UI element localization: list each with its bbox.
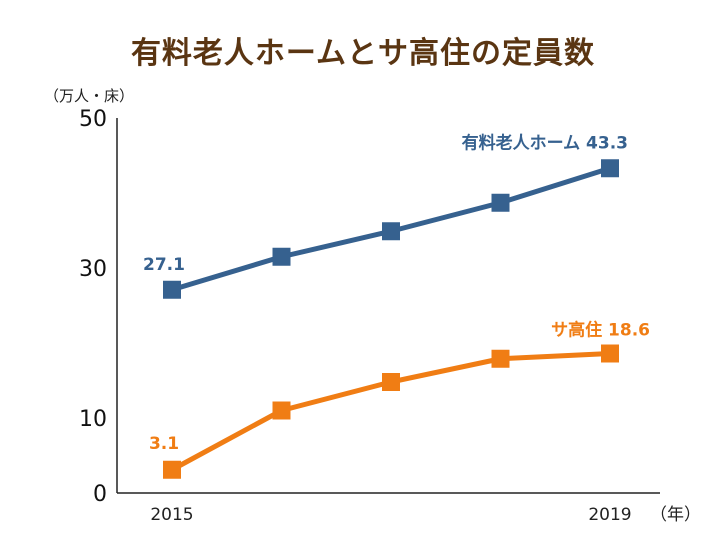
sakoju-series-line (170, 351, 611, 472)
sakoju-data-point (601, 344, 619, 363)
y-tick-label: 50 (79, 107, 107, 132)
series-group: 27.1 有料老人ホーム 43.3 3.1 サ高住 18.6 (143, 132, 650, 479)
chart-title: 有料老人ホームとサ高住の定員数 (130, 36, 596, 71)
x-tick-group: 2015 2019 (150, 505, 631, 525)
sakoju-data-point (491, 349, 510, 368)
sakoju-start-value-label: 3.1 (149, 434, 179, 454)
x-unit-label: （年） (650, 505, 701, 525)
sakoju-data-point (272, 401, 291, 420)
y-tick-label: 0 (93, 482, 107, 507)
home-end-value-label: 有料老人ホーム 43.3 (462, 132, 628, 153)
y-tick-label: 10 (79, 407, 107, 432)
sakoju-data-point (382, 373, 400, 391)
home-data-point (491, 193, 510, 212)
home-data-point (272, 247, 291, 266)
home-data-point (163, 280, 181, 299)
y-unit-label: （万人・床） (44, 87, 134, 105)
x-tick-label: 2015 (150, 505, 193, 525)
y-tick-group: 0 10 30 50 (79, 107, 107, 507)
x-tick-label: 2019 (588, 505, 631, 525)
home-start-value-label: 27.1 (143, 255, 185, 275)
home-data-point (601, 159, 619, 178)
sakoju-data-point (163, 460, 181, 479)
home-data-point (382, 222, 400, 241)
y-tick-label: 30 (79, 257, 107, 282)
sakoju-end-value-label: サ高住 18.6 (551, 320, 650, 341)
